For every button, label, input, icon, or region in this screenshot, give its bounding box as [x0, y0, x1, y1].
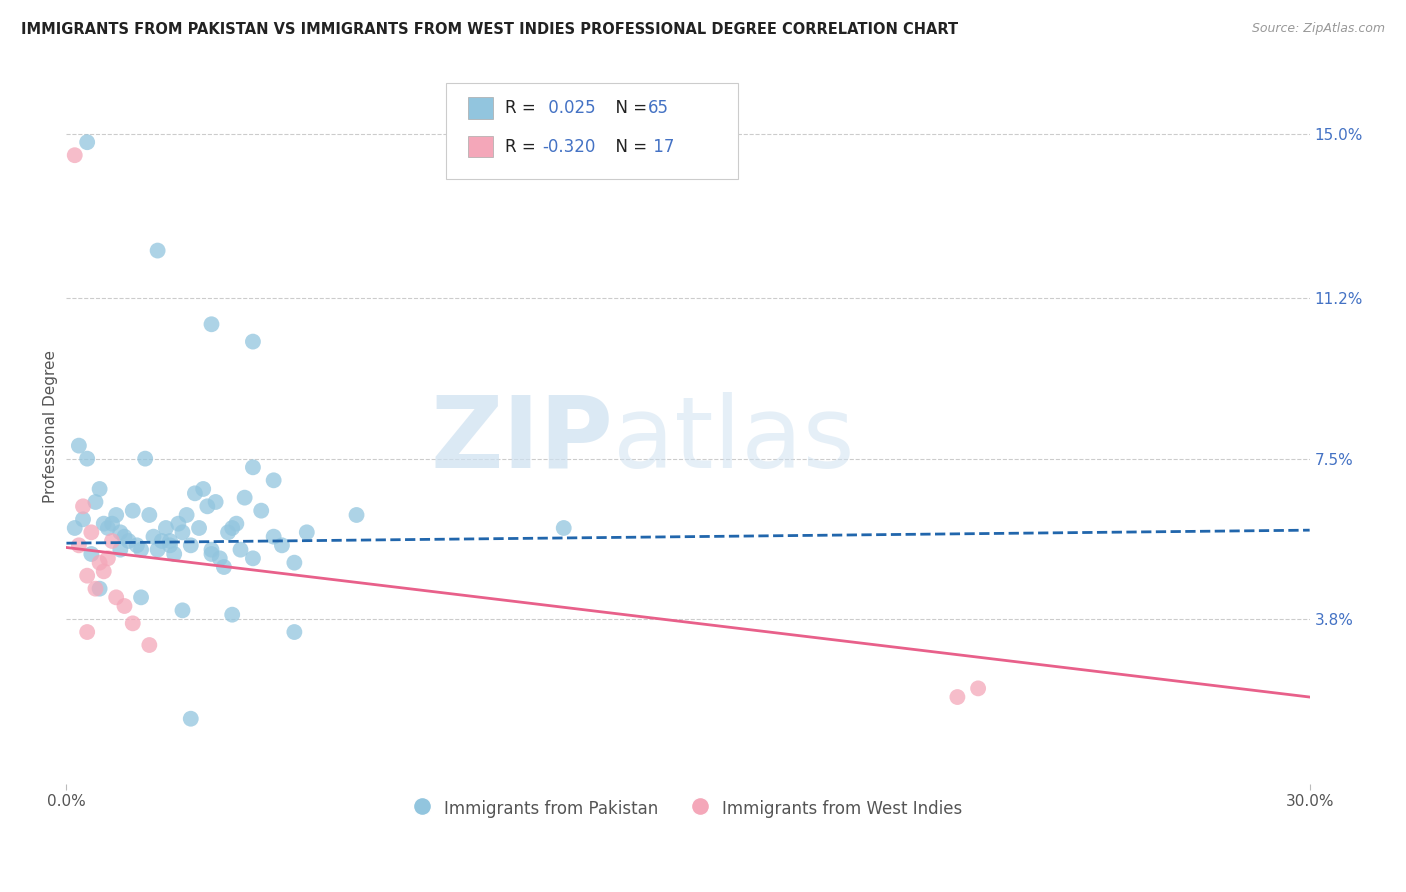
Point [84, 582, 107, 596]
Point [225, 516, 247, 531]
Point [217, 525, 239, 540]
Text: R =: R = [505, 99, 541, 117]
Point [76, 568, 98, 582]
Point [134, 451, 156, 466]
Point [101, 516, 124, 531]
Point [200, 542, 222, 557]
Point [114, 530, 136, 544]
Point [105, 508, 128, 522]
Point [200, 547, 222, 561]
Point [93, 565, 115, 579]
Point [101, 533, 124, 548]
Point [150, 533, 173, 548]
Point [176, 508, 198, 522]
Point [121, 616, 143, 631]
Point [72, 512, 94, 526]
Text: N =: N = [605, 137, 652, 156]
Text: ZIP: ZIP [430, 392, 613, 489]
Point [146, 244, 169, 258]
Text: 17: 17 [648, 137, 675, 156]
Point [204, 495, 226, 509]
Point [138, 508, 160, 522]
Point [271, 538, 294, 552]
Point [155, 521, 177, 535]
Point [263, 473, 285, 487]
Point [129, 542, 152, 557]
Point [221, 607, 243, 622]
Text: 0.025: 0.025 [543, 99, 595, 117]
Point [110, 525, 132, 540]
Point [180, 712, 202, 726]
Point [146, 542, 169, 557]
Point [242, 460, 264, 475]
Point [200, 318, 222, 332]
Point [93, 516, 115, 531]
Text: R =: R = [505, 137, 541, 156]
Point [142, 530, 165, 544]
Point [283, 556, 305, 570]
FancyBboxPatch shape [468, 136, 494, 157]
Point [89, 556, 111, 570]
Point [195, 500, 218, 514]
Point [212, 560, 235, 574]
Text: -0.320: -0.320 [543, 137, 596, 156]
Point [129, 591, 152, 605]
Point [346, 508, 368, 522]
Point [84, 495, 107, 509]
Point [76, 451, 98, 466]
Point [80, 547, 103, 561]
Point [188, 521, 211, 535]
FancyBboxPatch shape [468, 97, 494, 119]
Point [80, 525, 103, 540]
Point [263, 530, 285, 544]
Text: IMMIGRANTS FROM PAKISTAN VS IMMIGRANTS FROM WEST INDIES PROFESSIONAL DEGREE CORR: IMMIGRANTS FROM PAKISTAN VS IMMIGRANTS F… [21, 22, 959, 37]
Point [184, 486, 207, 500]
Point [76, 135, 98, 149]
Point [97, 521, 120, 535]
Point [242, 551, 264, 566]
Point [229, 542, 252, 557]
Point [553, 521, 575, 535]
Point [114, 599, 136, 613]
Point [72, 500, 94, 514]
Point [125, 538, 148, 552]
Point [172, 525, 194, 540]
Point [946, 690, 969, 704]
Point [180, 538, 202, 552]
Text: Source: ZipAtlas.com: Source: ZipAtlas.com [1251, 22, 1385, 36]
Point [63, 148, 86, 162]
Point [121, 503, 143, 517]
Legend: Immigrants from Pakistan, Immigrants from West Indies: Immigrants from Pakistan, Immigrants fro… [408, 792, 969, 825]
Y-axis label: Professional Degree: Professional Degree [44, 350, 58, 502]
Point [67, 538, 90, 552]
Point [283, 625, 305, 640]
Point [89, 482, 111, 496]
FancyBboxPatch shape [446, 83, 738, 179]
Point [159, 538, 181, 552]
Point [76, 625, 98, 640]
Point [250, 503, 273, 517]
Point [221, 521, 243, 535]
Point [167, 516, 190, 531]
Point [163, 547, 186, 561]
Point [295, 525, 318, 540]
Point [193, 482, 215, 496]
Point [63, 521, 86, 535]
Text: 65: 65 [648, 99, 669, 117]
Point [242, 334, 264, 349]
Point [208, 551, 231, 566]
Point [138, 638, 160, 652]
Point [97, 551, 120, 566]
Point [110, 542, 132, 557]
Point [233, 491, 256, 505]
Point [89, 582, 111, 596]
Point [172, 603, 194, 617]
Point [67, 439, 90, 453]
Point [967, 681, 990, 696]
Text: atlas: atlas [613, 392, 855, 489]
Point [105, 591, 128, 605]
Text: N =: N = [605, 99, 652, 117]
Point [117, 533, 139, 548]
Point [159, 533, 181, 548]
